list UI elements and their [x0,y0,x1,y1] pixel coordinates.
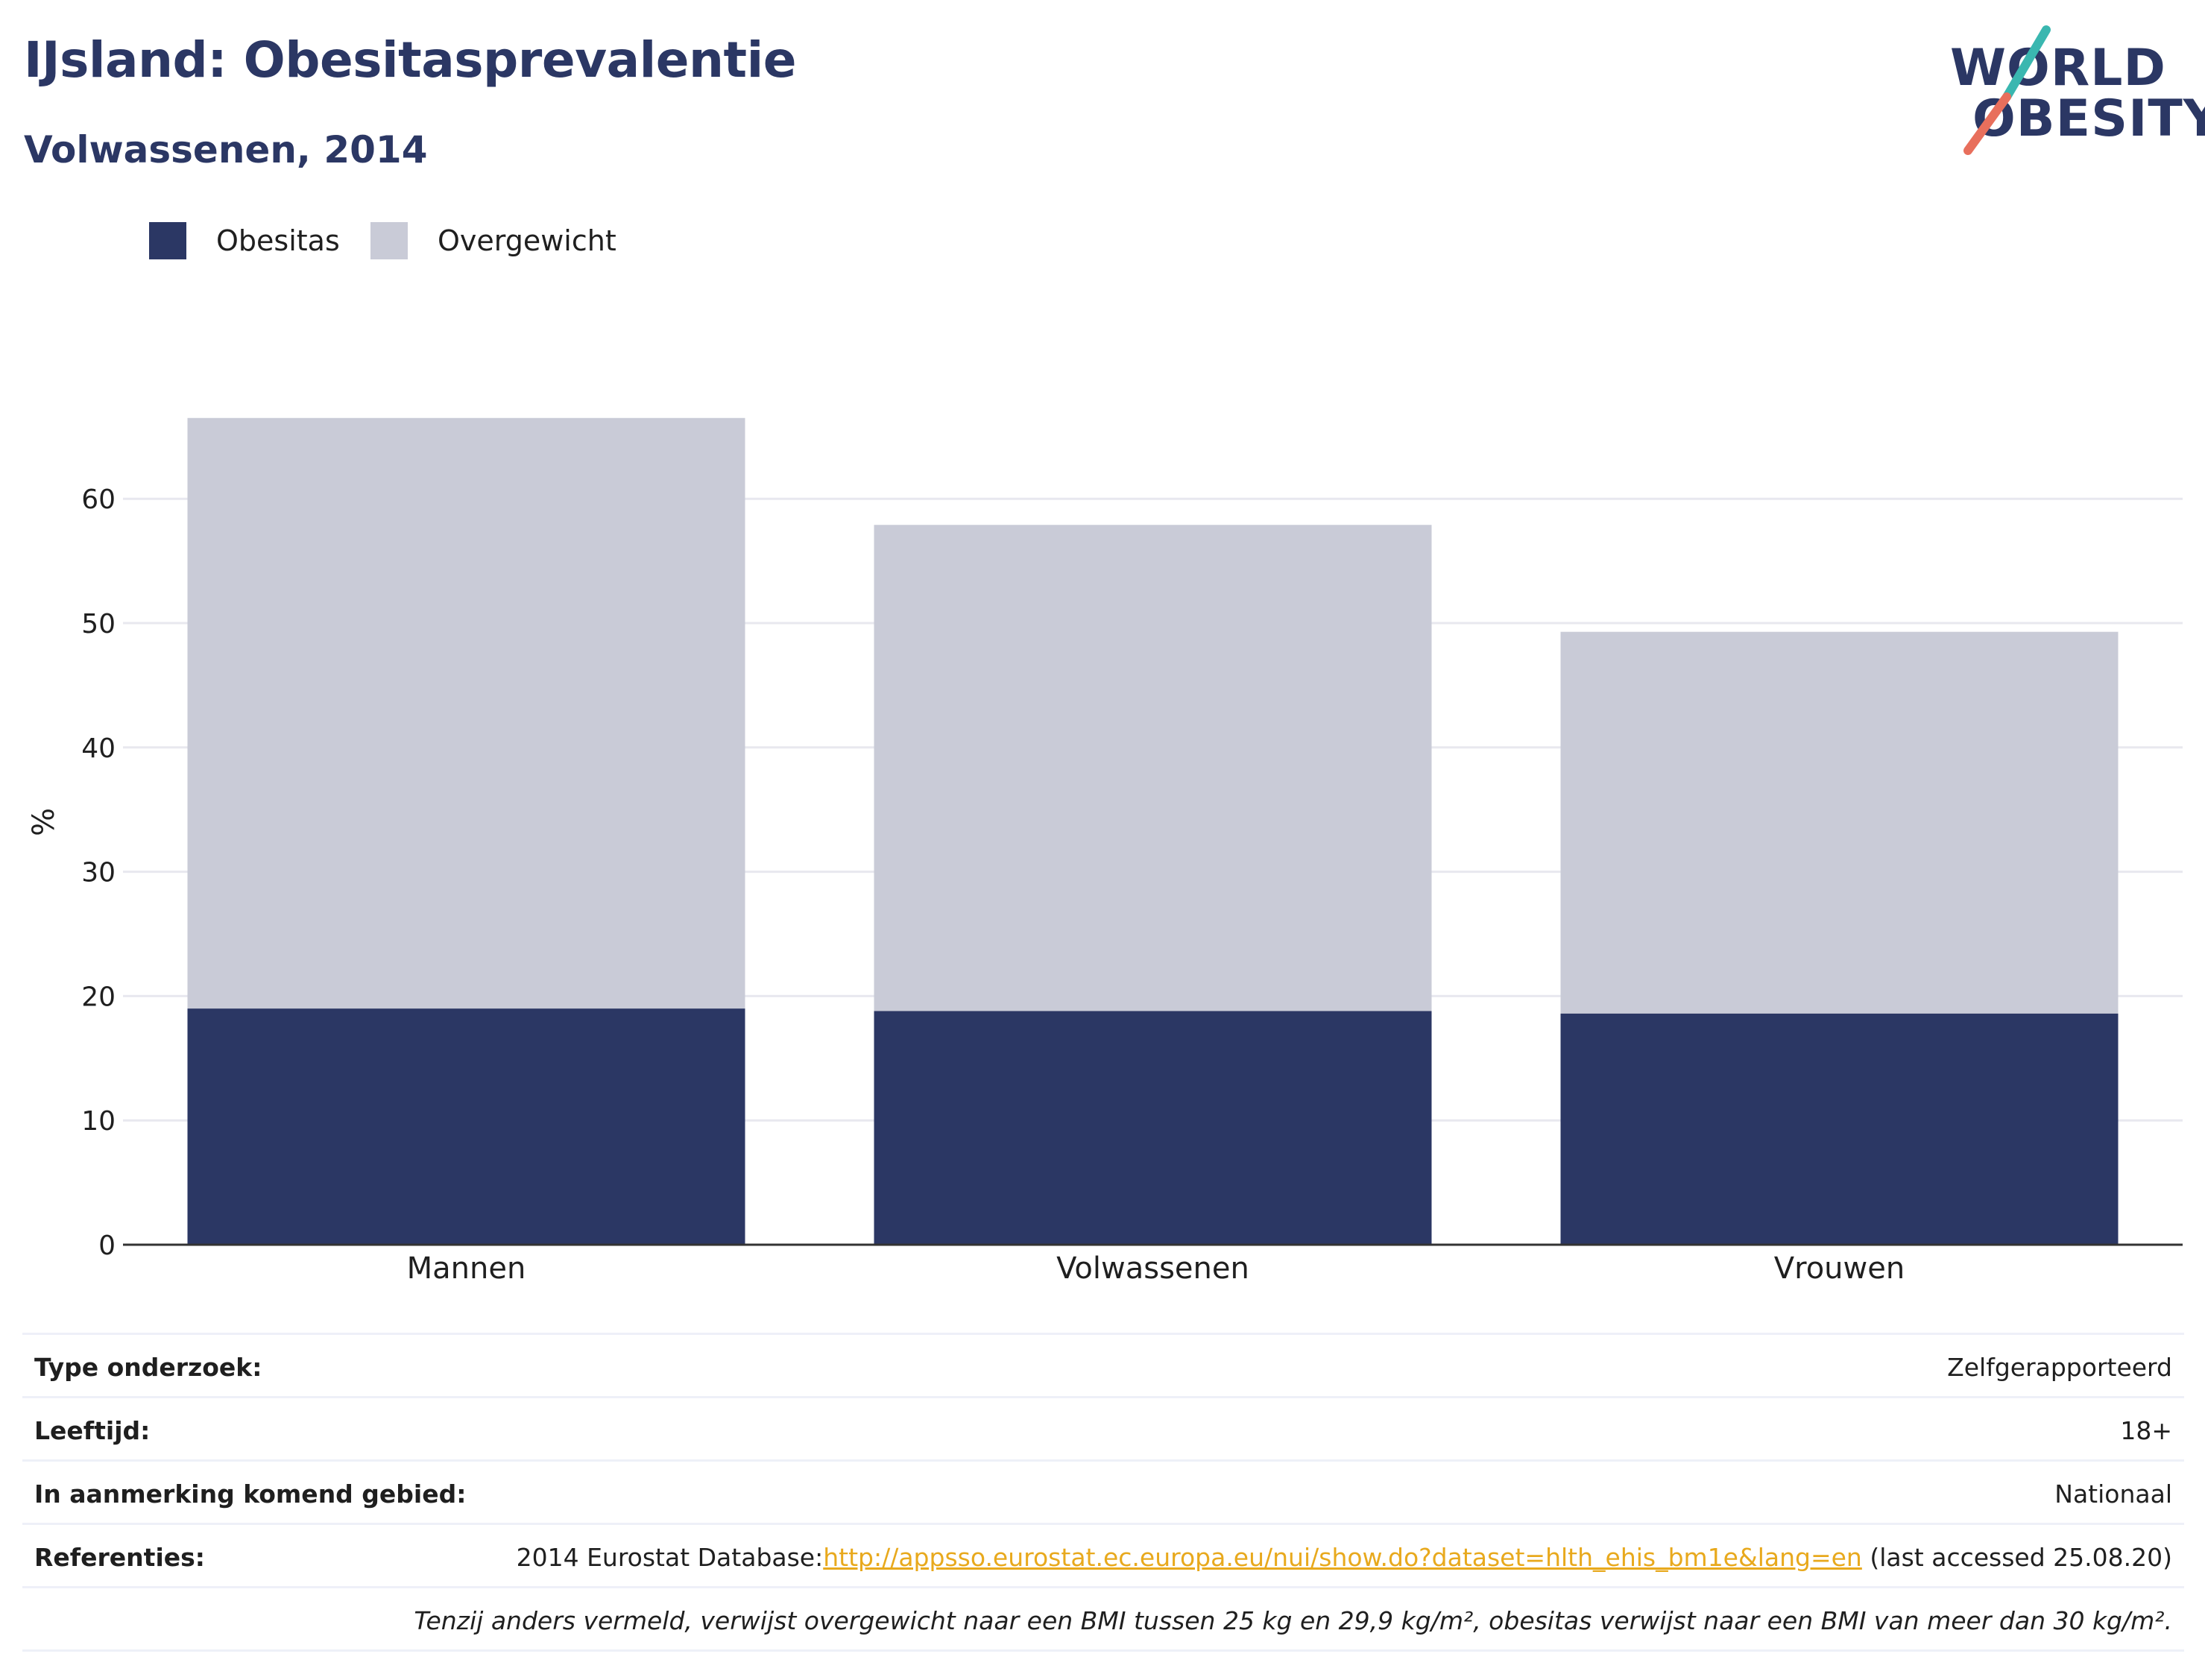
x-tick-label-vrouwen: Vrouwen [1774,1251,1905,1286]
y-tick-label-0: 0 [98,1231,116,1261]
chart-title: IJsland: Obesitasprevalentie [24,31,796,89]
logo-slash-icon [1963,25,2051,155]
y-tick-label-30: 30 [81,858,116,888]
logo-line-2: OBESITY [1972,89,2205,148]
legend-label-obesitas: Obesitas [216,224,340,257]
bar-overgewicht-vrouwen [1560,631,2119,1014]
legend-swatch-overgewicht [370,222,408,259]
definition-note: Tenzij anders vermeld, verwijst overgewi… [414,1606,2172,1635]
info-label-age: Leeftijd: [34,1416,151,1445]
legend-swatch-obesitas [149,222,186,259]
y-axis-label: % [27,808,61,836]
x-tick-label-mannen: Mannen [407,1251,526,1286]
info-row-type: Type onderzoek: Zelfgerapporteerd [22,1333,2184,1396]
bar-obesitas-volwassenen [874,1011,1432,1245]
info-table: Type onderzoek: Zelfgerapporteerd Leefti… [22,1333,2184,1652]
info-value-references: 2014 Eurostat Database:http://appsso.eur… [517,1543,2172,1572]
info-row-area: In aanmerking komend gebied: Nationaal [22,1459,2184,1523]
y-tick-label-40: 40 [81,733,116,764]
info-row-note: Tenzij anders vermeld, verwijst overgewi… [22,1586,2184,1652]
info-value-age: 18+ [2120,1416,2172,1445]
bar-obesitas-mannen [187,1008,745,1245]
bar-overgewicht-mannen [187,417,745,1009]
info-label-type: Type onderzoek: [34,1353,262,1382]
bar-chart: 0 10 20 30 40 50 60% Mannen Volwassenen Vrouwen [27,417,2183,1286]
y-tick-label-20: 20 [81,982,116,1012]
info-value-area: Nationaal [2054,1480,2172,1509]
info-row-age: Leeftijd: 18+ [22,1396,2184,1459]
x-tick-label-volwassenen: Volwassenen [1056,1251,1249,1286]
reference-suffix: (last accessed 25.08.20) [1861,1543,2172,1572]
legend-item-obesitas: Obesitas [149,222,340,259]
reference-link[interactable]: http://appsso.eurostat.ec.europa.eu/nui/… [823,1543,1862,1572]
chart-subtitle: Volwassenen, 2014 [24,128,428,171]
y-tick-label-50: 50 [81,609,116,640]
logo-line-1: WORLD [1950,39,2166,98]
y-tick-label-60: 60 [81,484,116,515]
bar-overgewicht-volwassenen [874,525,1432,1011]
info-label-references: Referenties: [34,1543,205,1572]
bar-obesitas-vrouwen [1560,1013,2119,1245]
info-value-type: Zelfgerapporteerd [1947,1353,2172,1382]
reference-prefix: 2014 Eurostat Database: [516,1543,824,1572]
legend-label-overgewicht: Overgewicht [438,224,616,257]
info-label-area: In aanmerking komend gebied: [34,1480,467,1509]
y-tick-label-10: 10 [81,1106,116,1137]
legend-item-overgewicht: Overgewicht [370,222,616,259]
info-row-references: Referenties: 2014 Eurostat Database:http… [22,1523,2184,1586]
world-obesity-logo: WORLD OBESITY [1946,22,2205,157]
